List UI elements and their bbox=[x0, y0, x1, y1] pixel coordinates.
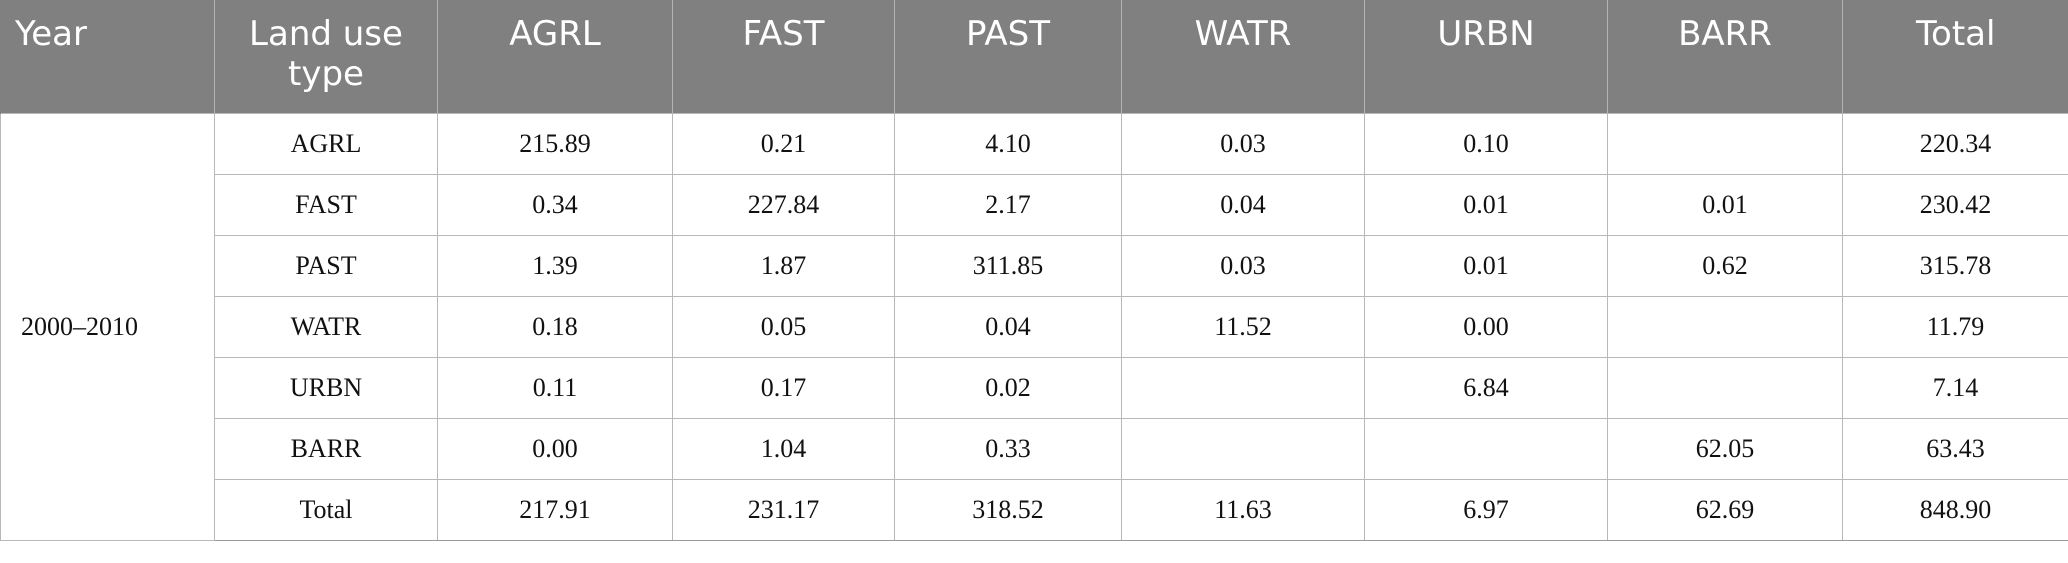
table-row: BARR 0.00 1.04 0.33 62.05 63.43 bbox=[1, 417, 2068, 480]
row-label: PAST bbox=[214, 234, 438, 297]
table-cell: 0.03 bbox=[1121, 234, 1365, 297]
table-cell: 231.17 bbox=[672, 478, 895, 541]
table-cell: 63.43 bbox=[1842, 417, 2068, 480]
row-label: Total bbox=[214, 478, 438, 541]
table-cell: 0.00 bbox=[437, 417, 673, 480]
table-row: FAST 0.34 227.84 2.17 0.04 0.01 0.01 230… bbox=[1, 173, 2068, 236]
table-cell: 11.52 bbox=[1121, 295, 1365, 358]
table-cell bbox=[1607, 295, 1843, 358]
table-cell: 0.34 bbox=[437, 173, 673, 236]
table-cell: 1.87 bbox=[672, 234, 895, 297]
table-cell: 227.84 bbox=[672, 173, 895, 236]
table-cell: 0.00 bbox=[1364, 295, 1608, 358]
row-label: AGRL bbox=[214, 112, 438, 175]
header-land-use-type: Land use type bbox=[214, 0, 438, 113]
header-year: Year bbox=[0, 0, 215, 113]
table-cell: 0.04 bbox=[894, 295, 1122, 358]
table-cell: 220.34 bbox=[1842, 112, 2068, 175]
table-cell: 2.17 bbox=[894, 173, 1122, 236]
table-cell bbox=[1607, 112, 1843, 175]
header-barr: BARR bbox=[1607, 0, 1843, 113]
table-cell bbox=[1121, 356, 1365, 419]
table-cell: 62.05 bbox=[1607, 417, 1843, 480]
table-cell bbox=[1364, 417, 1608, 480]
header-agrl: AGRL bbox=[437, 0, 673, 113]
table-cell: 0.05 bbox=[672, 295, 895, 358]
table-cell: 0.10 bbox=[1364, 112, 1608, 175]
land-use-transition-table: Year Land use type AGRL FAST PAST WATR U… bbox=[0, 0, 2068, 541]
header-total: Total bbox=[1842, 0, 2068, 113]
table-cell: 11.63 bbox=[1121, 478, 1365, 541]
table-cell: 0.01 bbox=[1607, 173, 1843, 236]
header-watr: WATR bbox=[1121, 0, 1365, 113]
table-row-total: Total 217.91 231.17 318.52 11.63 6.97 62… bbox=[1, 478, 2068, 541]
table-cell: 0.21 bbox=[672, 112, 895, 175]
table-cell: 1.04 bbox=[672, 417, 895, 480]
table-cell bbox=[1121, 417, 1365, 480]
table-row: URBN 0.11 0.17 0.02 6.84 7.14 bbox=[1, 356, 2068, 419]
row-label: WATR bbox=[214, 295, 438, 358]
table-body: 2000–2010 AGRL 215.89 0.21 4.10 0.03 0.1… bbox=[0, 112, 2068, 541]
table-cell bbox=[1607, 356, 1843, 419]
table-header: Year Land use type AGRL FAST PAST WATR U… bbox=[0, 0, 2068, 113]
table-row: PAST 1.39 1.87 311.85 0.03 0.01 0.62 315… bbox=[1, 234, 2068, 297]
table-cell: 62.69 bbox=[1607, 478, 1843, 541]
table-row: WATR 0.18 0.05 0.04 11.52 0.00 11.79 bbox=[1, 295, 2068, 358]
table-cell: 0.33 bbox=[894, 417, 1122, 480]
header-urbn: URBN bbox=[1364, 0, 1608, 113]
table-cell: 0.01 bbox=[1364, 234, 1608, 297]
table-cell: 848.90 bbox=[1842, 478, 2068, 541]
row-label: FAST bbox=[214, 173, 438, 236]
table-cell: 4.10 bbox=[894, 112, 1122, 175]
table-cell: 6.97 bbox=[1364, 478, 1608, 541]
table-cell: 311.85 bbox=[894, 234, 1122, 297]
table-cell: 0.11 bbox=[437, 356, 673, 419]
table-cell: 6.84 bbox=[1364, 356, 1608, 419]
table-cell: 217.91 bbox=[437, 478, 673, 541]
table-cell: 0.62 bbox=[1607, 234, 1843, 297]
table-cell: 7.14 bbox=[1842, 356, 2068, 419]
table-cell: 318.52 bbox=[894, 478, 1122, 541]
header-row: Year Land use type AGRL FAST PAST WATR U… bbox=[0, 0, 2068, 113]
table-cell: 315.78 bbox=[1842, 234, 2068, 297]
table-cell: 1.39 bbox=[437, 234, 673, 297]
table-cell: 0.17 bbox=[672, 356, 895, 419]
table-cell: 215.89 bbox=[437, 112, 673, 175]
row-label: BARR bbox=[214, 417, 438, 480]
table-cell: 0.18 bbox=[437, 295, 673, 358]
table-cell: 230.42 bbox=[1842, 173, 2068, 236]
table-cell: 0.01 bbox=[1364, 173, 1608, 236]
table-cell: 0.04 bbox=[1121, 173, 1365, 236]
header-past: PAST bbox=[894, 0, 1122, 113]
period-cell: 2000–2010 bbox=[0, 112, 215, 541]
table-cell: 0.02 bbox=[894, 356, 1122, 419]
table-cell: 11.79 bbox=[1842, 295, 2068, 358]
row-label: URBN bbox=[214, 356, 438, 419]
header-fast: FAST bbox=[672, 0, 895, 113]
table-cell: 0.03 bbox=[1121, 112, 1365, 175]
table-row: 2000–2010 AGRL 215.89 0.21 4.10 0.03 0.1… bbox=[0, 112, 2068, 541]
